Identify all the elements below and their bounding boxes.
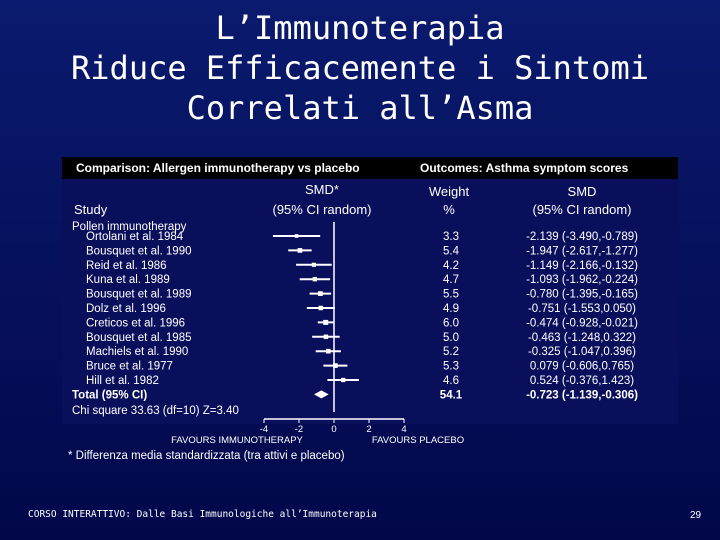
study-weight: 5.4 — [443, 245, 460, 257]
study-ci-text: -0.780 (-1.395,-0.165) — [526, 289, 638, 301]
study-ci-text: -1.149 (-2.166,-0.132) — [526, 260, 638, 272]
total-weight: 54.1 — [440, 389, 463, 401]
study-point — [333, 363, 338, 368]
study-ci-text: -2.139 (-3.490,-0.789) — [526, 231, 638, 243]
study-point — [294, 234, 299, 238]
ci-range-column-header: (95% CI random) — [533, 202, 632, 217]
forest-plot-header: Comparison: Allergen immunotherapy vs pl… — [62, 157, 678, 179]
title-line-1: L’Immunoterapia — [215, 9, 505, 47]
weight-column-header: Weight — [429, 184, 470, 199]
study-ci-text: -0.325 (-1.047,0.396) — [528, 346, 636, 358]
total-diamond — [314, 390, 329, 399]
favours-placebo-label: FAVOURS PLACEBO — [372, 435, 464, 446]
study-weight: 4.6 — [443, 375, 459, 387]
study-name: Bousquet et al. 1990 — [86, 245, 192, 257]
weight-unit-header: % — [443, 202, 455, 217]
x-axis-tick-label: 2 — [366, 424, 371, 435]
study-weight: 4.9 — [443, 303, 459, 315]
ci-column-header: SMD — [568, 184, 597, 199]
study-column-header: Study — [74, 202, 108, 217]
study-weight: 4.7 — [443, 274, 459, 286]
study-name: Bousquet et al. 1989 — [86, 289, 192, 301]
study-point — [326, 348, 331, 354]
x-axis-tick-label: -4 — [260, 424, 268, 435]
outcomes-label: Outcomes: Asthma symptom scores — [420, 161, 629, 175]
footnote: * Differenza media standardizzata (tra a… — [68, 450, 345, 462]
study-name: Reid et al. 1986 — [86, 260, 167, 272]
study-weight: 6.0 — [443, 317, 459, 329]
study-weight: 4.2 — [443, 260, 459, 272]
study-ci-text: -0.474 (-0.928,-0.021) — [526, 317, 638, 329]
study-name: Creticos et al. 1996 — [86, 317, 185, 329]
study-name: Bruce et al. 1977 — [86, 361, 173, 373]
study-name: Dolz et al. 1996 — [86, 303, 166, 315]
study-point — [341, 377, 346, 383]
study-weight: 5.5 — [443, 289, 459, 301]
study-weight: 3.3 — [443, 231, 459, 243]
study-weight: 5.2 — [443, 346, 459, 358]
favours-immunotherapy-label: FAVOURS IMMUNOTHERAPY — [171, 435, 303, 446]
study-name: Kuna et al. 1989 — [86, 274, 170, 286]
course-footer: CORSO INTERATTIVO: Dalle Basi Immunologi… — [28, 509, 377, 520]
study-point — [311, 262, 316, 267]
group-label: Pollen immunotherapy — [72, 221, 187, 233]
total-label: Total (95% CI) — [72, 389, 147, 401]
study-point — [297, 248, 303, 253]
forest-plot-panel — [62, 179, 678, 424]
slide-title: L’Immunoterapia Riduce Efficacemente i S… — [0, 8, 720, 128]
study-point — [323, 334, 329, 340]
study-weight: 5.3 — [443, 361, 459, 373]
study-point — [318, 305, 324, 311]
study-point — [317, 291, 323, 296]
study-ci-text: 0.079 (-0.606,0.765) — [530, 361, 634, 373]
study-point — [312, 277, 318, 282]
smd-column-header: SMD* — [305, 182, 339, 197]
x-axis-tick-label: 0 — [331, 424, 336, 435]
study-ci-text: -1.947 (-2.617,-1.277) — [526, 245, 638, 257]
heterogeneity-label: Chi square 33.63 (df=10) Z=3.40 — [72, 405, 239, 417]
study-ci-text: -0.751 (-1.553,0.050) — [528, 303, 636, 315]
smd-ci-column-header: (95% CI random) — [273, 202, 372, 217]
x-axis-tick-label: -2 — [295, 424, 303, 435]
study-point — [323, 319, 329, 325]
study-ci-text: 0.524 (-0.376,1.423) — [530, 375, 634, 387]
title-line-2: Riduce Efficacemente i Sintomi — [71, 49, 649, 87]
page-number: 29 — [690, 510, 702, 521]
study-ci-text: -0.463 (-1.248,0.322) — [528, 332, 636, 344]
x-axis-tick-label: 4 — [401, 424, 406, 435]
study-weight: 5.0 — [443, 332, 459, 344]
study-ci-text: -1.093 (-1.962,-0.224) — [526, 274, 638, 286]
total-ci-text: -0.723 (-1.139,-0.306) — [526, 389, 638, 401]
comparison-label: Comparison: Allergen immunotherapy vs pl… — [76, 161, 360, 175]
study-name: Ortolani et al. 1984 — [86, 231, 184, 243]
study-name: Hill et al. 1982 — [86, 375, 159, 387]
title-line-3: Correlati all’Asma — [186, 89, 534, 127]
study-name: Machiels et al. 1990 — [86, 346, 188, 358]
study-name: Bousquet et al. 1985 — [86, 332, 192, 344]
